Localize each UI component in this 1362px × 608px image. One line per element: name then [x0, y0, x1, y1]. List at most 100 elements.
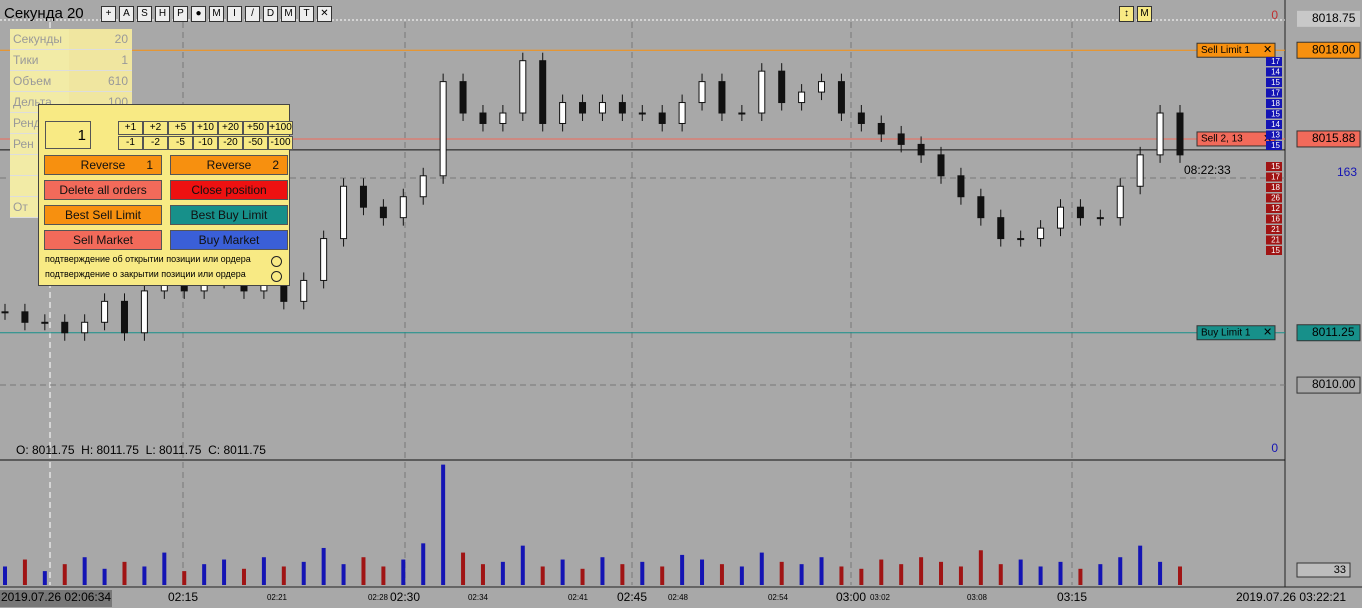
- order-label: Buy Limit 1: [1201, 327, 1251, 338]
- toolbar-button[interactable]: H: [155, 6, 170, 22]
- candle: [399, 196, 407, 219]
- step-button[interactable]: -50: [243, 136, 268, 150]
- candle: [459, 81, 467, 114]
- price-label: 8011.25: [1312, 325, 1355, 339]
- volume-bar: [700, 559, 705, 585]
- toolbar-button[interactable]: +: [101, 6, 116, 22]
- ladder-sell: 15: [1271, 162, 1280, 171]
- action-button[interactable]: Reverse 2: [170, 155, 288, 175]
- ladder-buy-bg: [1266, 78, 1282, 87]
- price-label-bg: [1296, 130, 1361, 148]
- step-button[interactable]: -10: [193, 136, 218, 150]
- step-button[interactable]: -100: [268, 136, 293, 150]
- candle: [499, 112, 507, 124]
- toolbar-button[interactable]: ✕: [317, 6, 332, 22]
- qty[interactable]: 1: [45, 121, 91, 149]
- action-button[interactable]: Best Sell Limit: [44, 205, 162, 225]
- ladder-buy: 14: [1271, 68, 1280, 77]
- action-button[interactable]: Buy Market: [170, 230, 288, 250]
- info-row: Секунды 20: [10, 29, 132, 50]
- order-cancel: ✕: [1263, 44, 1272, 56]
- candle: [618, 102, 626, 114]
- ladder-sell-bg: [1266, 193, 1282, 203]
- volume-bar: [1158, 561, 1163, 585]
- candle: [658, 112, 666, 124]
- volume-bar: [42, 571, 47, 585]
- toolbar-button[interactable]: I: [227, 6, 242, 22]
- info-cell: Объем: [13, 74, 52, 88]
- volume-bar: [580, 568, 585, 585]
- toolbar-button[interactable]: M: [281, 6, 296, 22]
- toolbar-button[interactable]: ●: [191, 6, 206, 22]
- time-label: 03:15: [1057, 590, 1087, 604]
- toolbar-button[interactable]: S: [137, 6, 152, 22]
- time-label: 02:45: [617, 590, 647, 604]
- toolbar-button[interactable]: ↕: [1119, 6, 1134, 22]
- step-button[interactable]: -1: [118, 136, 143, 150]
- candle: [758, 70, 766, 114]
- ladder-sell: 18: [1271, 183, 1280, 192]
- toolbar-button[interactable]: M: [1137, 6, 1152, 22]
- candle: [320, 238, 328, 281]
- volume-bar: [321, 547, 326, 585]
- button-number: 2: [272, 158, 279, 172]
- candle: [61, 321, 69, 334]
- volume-bar: [142, 566, 147, 585]
- volume-bar: [82, 557, 87, 585]
- action-button[interactable]: Reverse 1: [44, 155, 162, 175]
- step-button[interactable]: +20: [218, 121, 243, 135]
- order-label: Sell Limit 1: [1201, 45, 1250, 56]
- candle: [120, 300, 128, 334]
- volume-bar: [1118, 557, 1123, 585]
- timer: 08:22:33: [1184, 163, 1231, 177]
- price-label-bg: [1296, 41, 1361, 59]
- ladder-buy-bg: [1266, 67, 1282, 77]
- button-label: Delete all orders: [59, 183, 147, 197]
- action-button[interactable]: Best Buy Limit: [170, 205, 288, 225]
- step-button[interactable]: +5: [168, 121, 193, 135]
- button-label: Buy Market: [198, 233, 260, 247]
- toolbar-button[interactable]: /: [245, 6, 260, 22]
- candle: [479, 112, 487, 124]
- volume-bar: [640, 561, 645, 585]
- step-button[interactable]: +1: [118, 121, 143, 135]
- button-label: Close position: [191, 183, 267, 197]
- volume-bar: [919, 557, 924, 585]
- step-button[interactable]: -2: [143, 136, 168, 150]
- price-label-bg: [1297, 10, 1360, 27]
- step-button[interactable]: +50: [243, 121, 268, 135]
- button-label: Best Buy Limit: [190, 208, 268, 222]
- ladder-sell-bg: [1266, 246, 1282, 255]
- ladder-sell-bg: [1266, 235, 1282, 245]
- toolbar-button[interactable]: A: [119, 6, 134, 22]
- volume-bar: [381, 566, 386, 585]
- action-button[interactable]: Delete all orders: [44, 180, 162, 200]
- candle: [837, 81, 845, 114]
- volume-bar: [859, 568, 864, 585]
- ladder-buy: 17: [1271, 89, 1280, 98]
- step-button[interactable]: -5: [168, 136, 193, 150]
- step-button[interactable]: +10: [193, 121, 218, 135]
- toolbar-button[interactable]: P: [173, 6, 188, 22]
- confirm-check[interactable]: [271, 256, 282, 267]
- step-button[interactable]: +2: [143, 121, 168, 135]
- price-label: 8015.88: [1312, 131, 1356, 145]
- step-button[interactable]: +100: [268, 121, 293, 135]
- toolbar-button[interactable]: D: [263, 6, 278, 22]
- step-button[interactable]: -20: [218, 136, 243, 150]
- toolbar-button[interactable]: T: [299, 6, 314, 22]
- ladder-sell: 16: [1271, 215, 1280, 224]
- volume-bar: [939, 561, 944, 585]
- volume-bar: [241, 568, 246, 585]
- count-label: 163: [1337, 165, 1357, 179]
- action-button[interactable]: Close position: [170, 180, 288, 200]
- zero-top: 0: [1271, 8, 1278, 22]
- toolbar-button[interactable]: M: [209, 6, 224, 22]
- action-button[interactable]: Sell Market: [44, 230, 162, 250]
- confirm-check[interactable]: [271, 271, 282, 282]
- candle: [1057, 206, 1065, 229]
- time-label: 02:41: [568, 593, 589, 602]
- volume-bar: [600, 557, 605, 585]
